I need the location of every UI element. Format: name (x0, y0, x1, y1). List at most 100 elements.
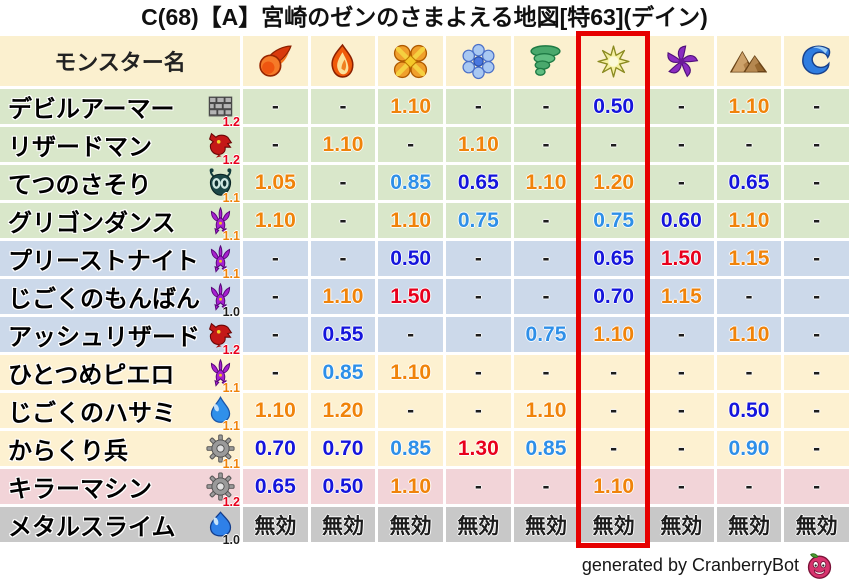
multiplier-cell: 1.10 (513, 393, 579, 428)
multiplier-cell: 1.10 (445, 127, 511, 162)
monster-name: メタルスライム (8, 514, 176, 541)
multiplier-cell: - (581, 355, 646, 390)
page-title: C(68)【A】宮崎のゼンのさまよえる地図[特63](デイン) (141, 4, 708, 30)
multiplier-cell: - (513, 241, 579, 276)
multiplier-cell: - (581, 431, 646, 466)
multiplier-cell: - (310, 165, 376, 200)
monster-row-name-cell: プリーストナイト 1.1 (0, 241, 240, 281)
resistance-table: モンスター名 デビルアーマー 1.2- -1.10- -0.50-1.10- リザードマン… (0, 36, 849, 547)
bug-icon: 1.1 (204, 167, 240, 205)
multiplier-cell: - (648, 89, 714, 124)
multiplier-cell: 0.50 (378, 241, 443, 276)
flame-icon (310, 36, 376, 86)
multiplier-cell: - (378, 127, 443, 162)
multiplier-cell: - (784, 203, 849, 238)
monster-row-name-cell: リザードマン 1.2 (0, 127, 240, 167)
multiplier-cell: 1.10 (243, 203, 308, 238)
multiplier-cell: - (648, 127, 714, 162)
monster-name: リザードマン (8, 134, 152, 161)
multiplier-cell: - (445, 355, 511, 390)
multiplier-cell: 無効 (784, 507, 849, 542)
multiplier-cell: - (784, 127, 849, 162)
multiplier-cell: - (310, 241, 376, 276)
multiplier-cell: 1.05 (243, 165, 308, 200)
multiplier-cell: 0.60 (648, 203, 714, 238)
rank-badge: 1.0 (222, 532, 240, 547)
monster-row-name-cell: グリゴンダンス 1.1 (0, 203, 240, 243)
multiplier-cell: 無効 (648, 507, 714, 542)
multiplier-cell: - (445, 241, 511, 276)
multiplier-cell: 0.70 (581, 279, 646, 314)
burst-icon (378, 36, 443, 86)
multiplier-cell: 無効 (445, 507, 511, 542)
multiplier-cell: 0.65 (716, 165, 782, 200)
rank-badge: 1.2 (222, 114, 240, 129)
multiplier-cell: - (445, 393, 511, 428)
multiplier-cell: - (581, 393, 646, 428)
multiplier-cell: 1.50 (378, 279, 443, 314)
fireball-icon (243, 36, 308, 86)
rank-badge: 1.2 (222, 494, 240, 509)
multiplier-cell: 1.10 (581, 469, 646, 504)
multiplier-cell: 無効 (310, 507, 376, 542)
rank-badge: 1.2 (222, 342, 240, 357)
multiplier-cell: 1.10 (243, 393, 308, 428)
multiplier-cell: 1.20 (581, 165, 646, 200)
rank-badge: 1.2 (222, 152, 240, 167)
dragon-icon: 1.2 (204, 320, 240, 357)
multiplier-cell: 0.75 (581, 203, 646, 238)
monster-row-name-cell: デビルアーマー 1.2 (0, 89, 240, 129)
monster-name: グリゴンダンス (8, 210, 176, 237)
rank-badge: 1.1 (222, 418, 240, 433)
multiplier-cell: - (784, 89, 849, 124)
multiplier-cell: - (310, 203, 376, 238)
multiplier-cell: - (784, 431, 849, 466)
multiplier-cell: 0.50 (581, 89, 646, 124)
monster-name: からくり兵 (8, 438, 128, 465)
multiplier-cell: 0.65 (581, 241, 646, 276)
monster-name: ひとつめピエロ (8, 362, 175, 389)
multiplier-cell: 1.10 (513, 165, 579, 200)
multiplier-cell: 1.10 (378, 203, 443, 238)
multiplier-cell: - (784, 317, 849, 352)
monster-row-name-cell: じごくのもんばん 1.0 (0, 279, 240, 319)
multiplier-cell: 0.85 (378, 165, 443, 200)
multiplier-cell: - (784, 469, 849, 504)
multiplier-cell: - (716, 469, 782, 504)
slime-icon: 1.0 (204, 510, 240, 547)
snowflake-icon (445, 36, 511, 86)
multiplier-cell: - (784, 279, 849, 314)
tornado-icon (513, 36, 579, 86)
multiplier-cell: - (243, 127, 308, 162)
monster-name: アッシュリザード (8, 324, 200, 351)
multiplier-cell: 1.15 (648, 279, 714, 314)
monster-name: デビルアーマー (8, 96, 175, 123)
monster-row-name-cell: ひとつめピエロ 1.1 (0, 355, 240, 395)
multiplier-cell: - (445, 317, 511, 352)
multiplier-cell: 無効 (716, 507, 782, 542)
multiplier-cell: - (310, 89, 376, 124)
waterdrop-icon: 1.1 (204, 395, 240, 433)
multiplier-cell: 0.70 (310, 431, 376, 466)
multiplier-cell: 0.75 (513, 317, 579, 352)
rank-badge: 1.1 (222, 190, 240, 205)
multiplier-cell: 0.85 (513, 431, 579, 466)
monster-row-name-cell: メタルスライム 1.0 (0, 507, 240, 547)
multiplier-cell: 1.10 (378, 89, 443, 124)
credit-text: generated by CranberryBot (581, 554, 799, 575)
multiplier-cell: - (243, 89, 308, 124)
multiplier-cell: - (716, 279, 782, 314)
rank-badge: 1.1 (222, 380, 240, 395)
demon-icon: 1.0 (204, 282, 240, 319)
multiplier-cell: - (445, 279, 511, 314)
monster-row-name-cell: てつのさそり 1.1 (0, 165, 240, 205)
multiplier-cell: 0.50 (716, 393, 782, 428)
multiplier-cell: - (445, 469, 511, 504)
multiplier-cell: 0.90 (716, 431, 782, 466)
multiplier-cell: - (243, 355, 308, 390)
multiplier-cell: 0.65 (445, 165, 511, 200)
gear-icon: 1.1 (204, 433, 240, 471)
multiplier-cell: - (243, 317, 308, 352)
multiplier-cell: - (648, 165, 714, 200)
multiplier-cell: - (648, 355, 714, 390)
